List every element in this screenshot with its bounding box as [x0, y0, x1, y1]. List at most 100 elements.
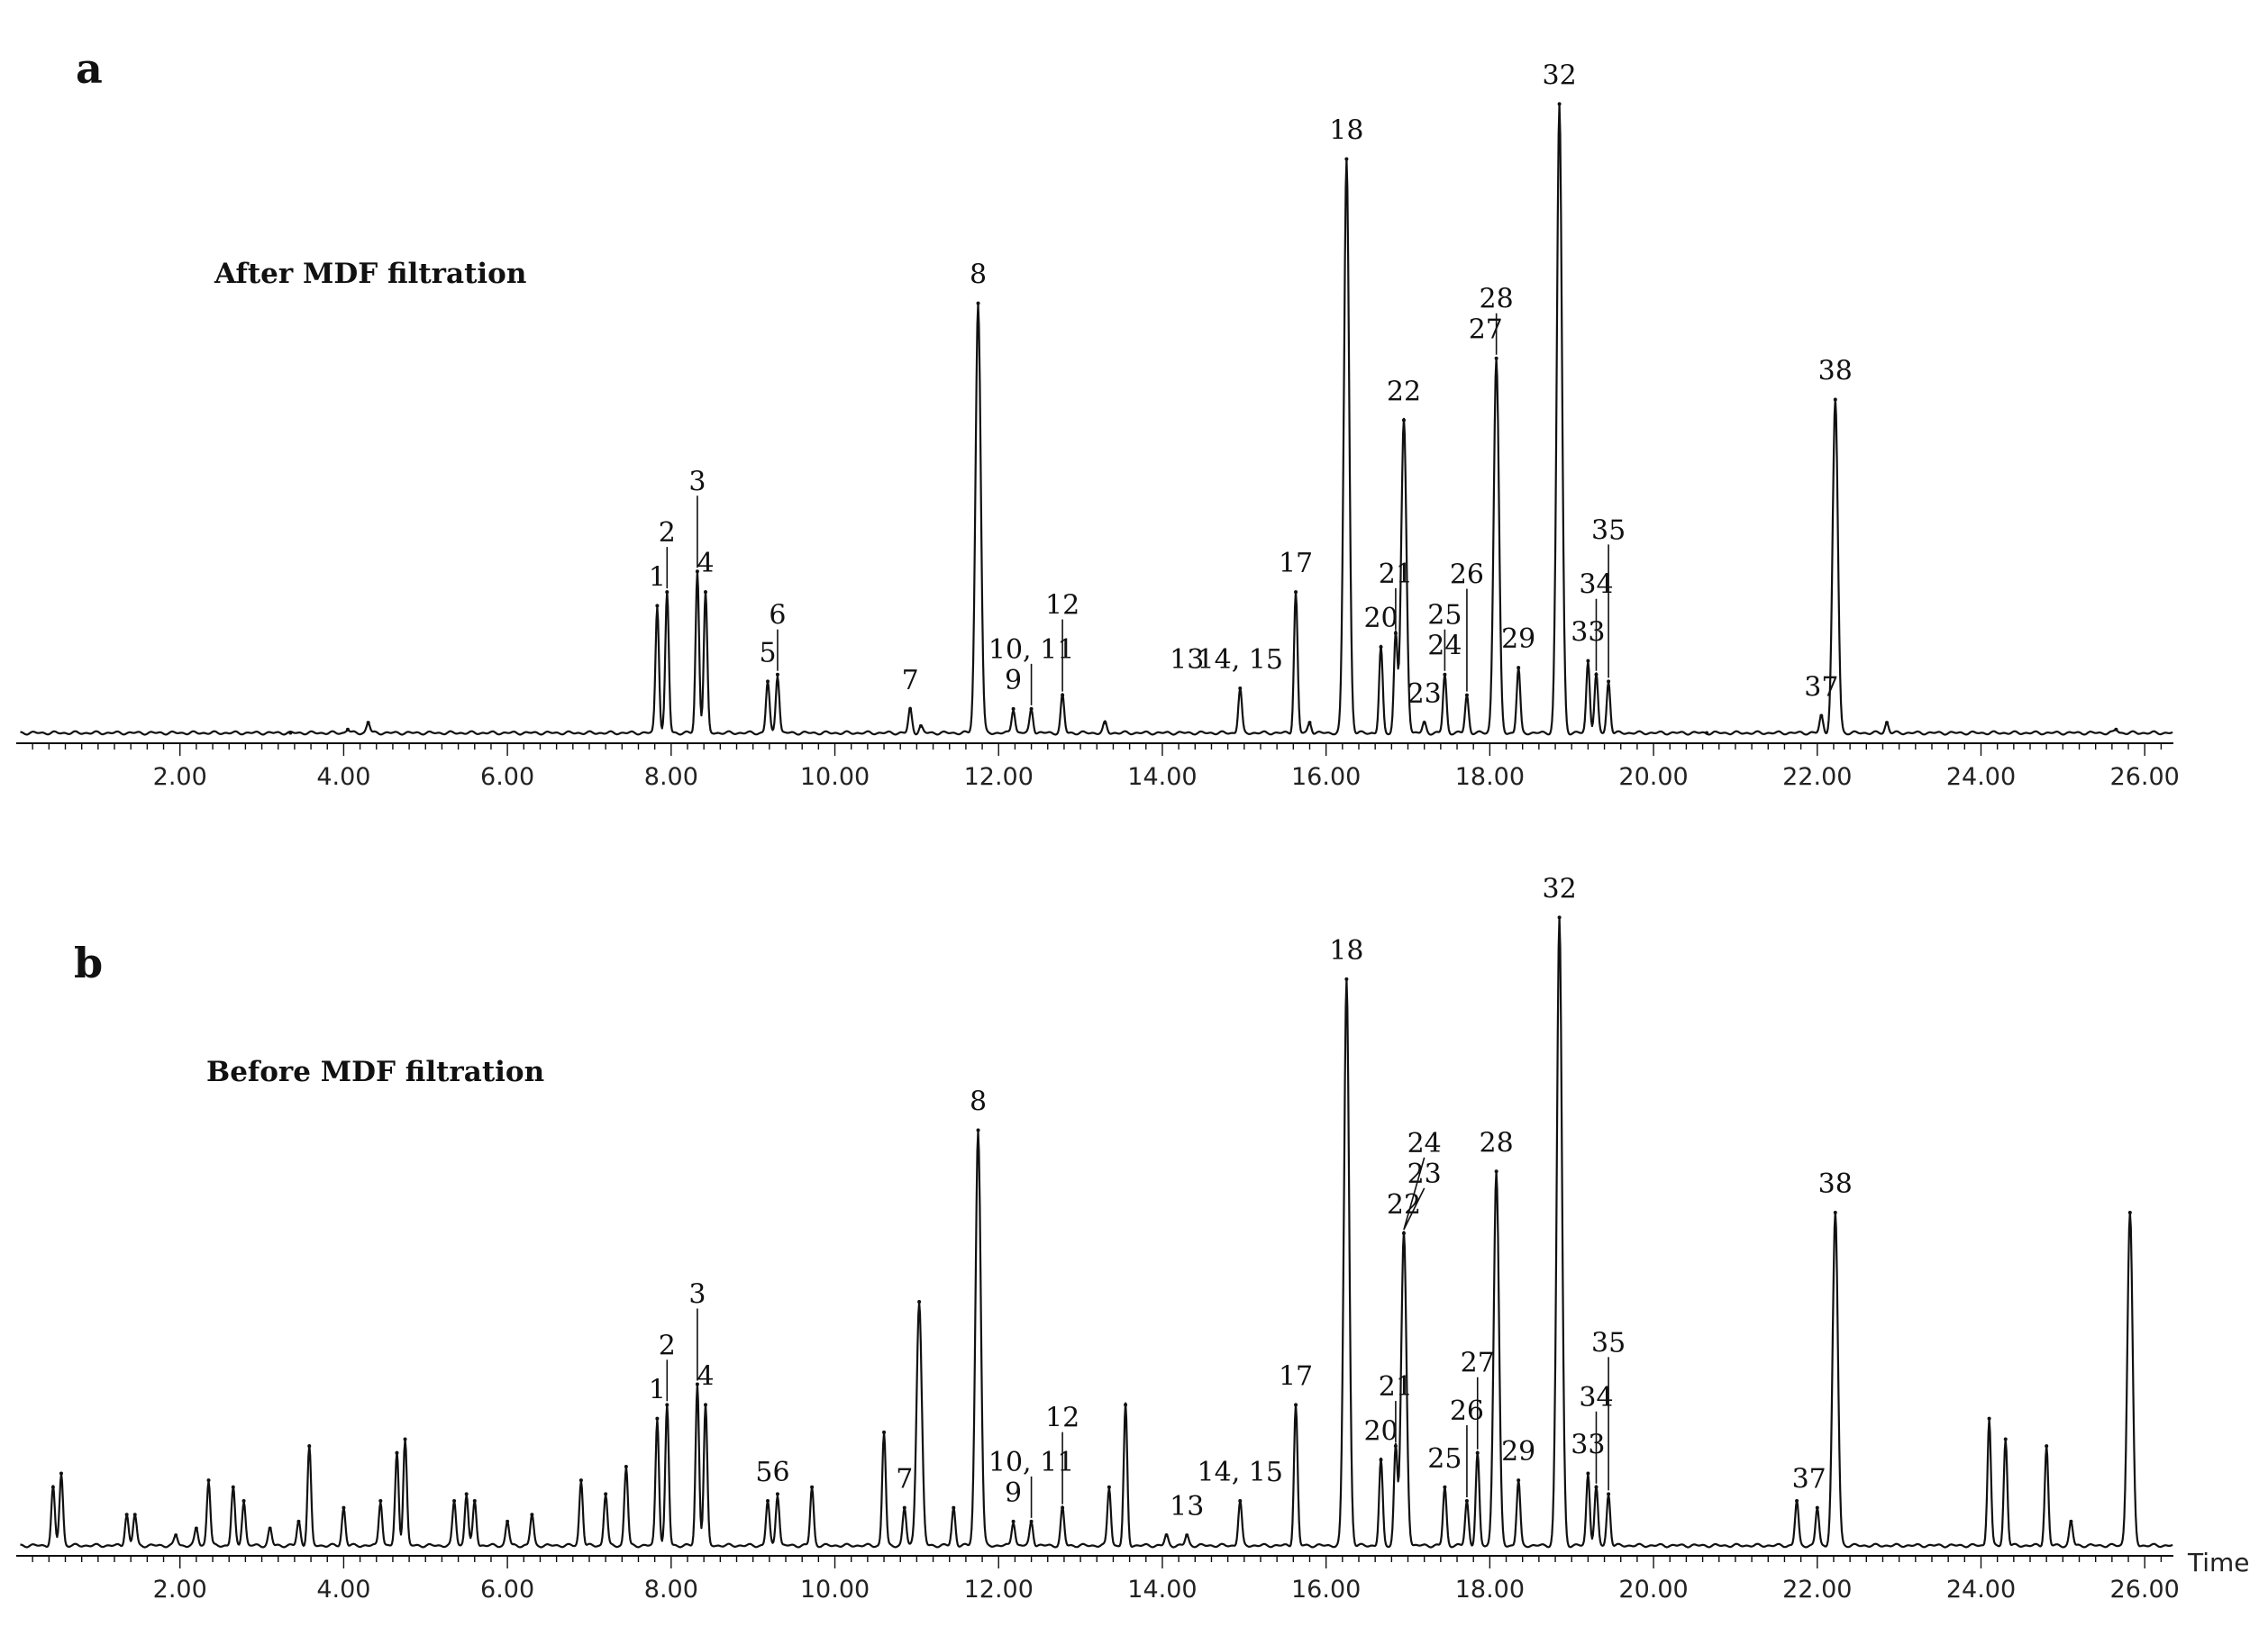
peak-apex [1594, 672, 1599, 677]
peak-apex [530, 1513, 534, 1517]
peak-apex [766, 679, 770, 684]
peak-apex [231, 1485, 235, 1489]
peak-apex [345, 727, 350, 732]
peak-apex [917, 1300, 922, 1304]
peak-label: 35 [1591, 514, 1626, 546]
peak-apex [1494, 356, 1498, 360]
peak-label: 4 [697, 548, 714, 579]
peak-label: 20 [1363, 603, 1398, 634]
peak-apex [1103, 721, 1107, 725]
peak-label: 6 [769, 600, 786, 632]
peak-leader-line [1403, 1187, 1425, 1231]
x-tick-label: 24.00 [1946, 763, 2016, 791]
peak-label: 32 [1543, 873, 1577, 904]
x-tick-label: 24.00 [1946, 1576, 2016, 1604]
panel-a-trace [20, 102, 2173, 736]
peak-apex [952, 1505, 956, 1510]
x-tick-label: 4.00 [316, 1576, 370, 1604]
peak-label: 25 [1427, 1443, 1462, 1475]
peak-label: 9 [1005, 665, 1022, 696]
x-tick-label: 6.00 [480, 763, 534, 791]
panel-b-x-axis-title: Time [2187, 1548, 2250, 1577]
peak-apex [695, 569, 699, 574]
x-tick-label: 10.00 [800, 1576, 870, 1604]
peak-apex [775, 1492, 779, 1496]
panel-b-trace [20, 915, 2173, 1549]
x-tick-label: 16.00 [1291, 1576, 1361, 1604]
peak-apex [908, 706, 913, 711]
peak-apex [50, 1485, 55, 1489]
peak-label: 38 [1818, 356, 1853, 387]
chromatogram-line [20, 103, 2173, 736]
peak-apex [464, 1492, 469, 1496]
peak-label: 7 [902, 665, 919, 696]
peak-label: 26 [1450, 559, 1484, 591]
peak-label: 8 [970, 1086, 987, 1118]
peak-apex [241, 1499, 246, 1504]
peak-apex [665, 1403, 669, 1407]
peak-apex [1422, 721, 1426, 725]
peak-apex [1307, 721, 1312, 725]
x-tick-label: 22.00 [1782, 1576, 1852, 1604]
peak-label: 28 [1480, 284, 1514, 315]
peak-apex [296, 1519, 301, 1523]
peak-apex [174, 1533, 178, 1538]
peak-apex [395, 1450, 399, 1455]
x-tick-label: 26.00 [2110, 1576, 2180, 1604]
peak-apex [403, 1437, 407, 1441]
x-tick-label: 14.00 [1127, 763, 1197, 791]
peak-apex [506, 1519, 510, 1523]
peak-apex [452, 1499, 457, 1504]
peak-label: 17 [1279, 1360, 1313, 1392]
peak-label: 37 [1804, 671, 1838, 703]
peak-label: 27 [1461, 1348, 1495, 1379]
peak-apex [976, 301, 980, 305]
peak-apex [1238, 686, 1243, 690]
peak-apex [1294, 590, 1298, 595]
peak-apex [1819, 714, 1824, 718]
peak-label: 10, 11 [988, 1447, 1074, 1478]
peak-apex [775, 672, 779, 677]
x-tick-label: 4.00 [316, 763, 370, 791]
peak-apex [1464, 693, 1469, 697]
peak-apex [1401, 418, 1406, 423]
peak-apex [665, 590, 669, 595]
peak-label: 21 [1379, 1371, 1413, 1403]
peak-label: 56 [755, 1457, 789, 1488]
peak-apex [1517, 1478, 1521, 1483]
peak-apex [1885, 721, 1890, 725]
peak-apex [918, 723, 923, 728]
peak-apex [59, 1471, 63, 1476]
x-tick-label: 20.00 [1618, 763, 1688, 791]
panel-b-title: Before MDF filtration [206, 1056, 544, 1088]
peak-apex [1833, 397, 1837, 402]
panel-a-letter: a [76, 44, 103, 93]
x-tick-label: 14.00 [1127, 1576, 1197, 1604]
peak-apex [1393, 631, 1398, 635]
peak-apex [1705, 731, 1709, 735]
peak-label: 22 [1387, 376, 1421, 407]
peak-apex [2069, 1519, 2073, 1523]
peak-apex [307, 1444, 312, 1449]
peak-apex [1557, 102, 1562, 106]
peak-label: 17 [1279, 548, 1313, 579]
peak-apex [1238, 1499, 1243, 1504]
peak-apex [1475, 1450, 1480, 1455]
peak-label: 38 [1818, 1168, 1853, 1200]
peak-apex [1517, 666, 1521, 670]
peak-apex [268, 1526, 272, 1531]
peak-label: 1 [649, 561, 666, 593]
peak-apex [1029, 1519, 1034, 1523]
x-tick-label: 16.00 [1291, 763, 1361, 791]
peak-apex [194, 1526, 198, 1531]
peak-apex [124, 1513, 129, 1517]
peak-label: 8 [970, 259, 987, 291]
peak-apex [766, 1499, 770, 1504]
peak-apex [1607, 1492, 1611, 1496]
peak-apex [882, 1430, 887, 1434]
peak-label: 23 [1407, 678, 1442, 710]
peak-apex [472, 1499, 477, 1504]
peak-apex [288, 731, 293, 735]
peak-apex [1011, 1519, 1016, 1523]
